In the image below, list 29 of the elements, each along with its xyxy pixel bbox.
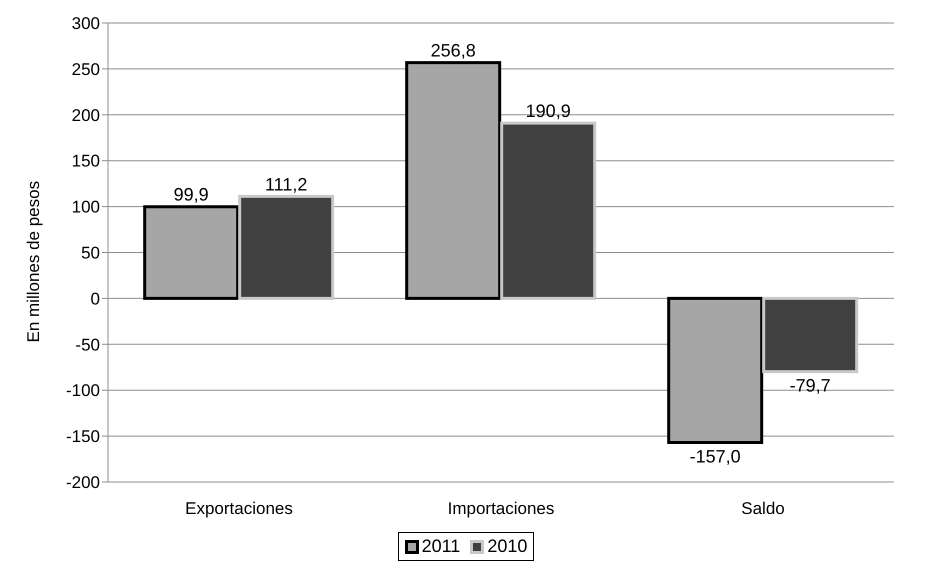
data-label: 111,2: [264, 174, 308, 194]
y-tick-label: 100: [72, 198, 100, 217]
bar: [762, 296, 858, 374]
data-label: 256,8: [430, 40, 476, 61]
data-label: 99,9: [174, 184, 209, 205]
y-tick-label: -150: [66, 427, 100, 446]
y-tick-label: 300: [72, 14, 100, 34]
bar: [667, 296, 764, 444]
bar: [143, 205, 240, 300]
y-axis-title: En millones de pesos: [24, 180, 44, 342]
y-tick-label: -100: [66, 381, 100, 400]
bar: [500, 122, 596, 300]
data-label: -79,7: [790, 376, 831, 396]
bar: [405, 61, 502, 300]
bar: [238, 194, 334, 300]
data-label: -157,0: [690, 446, 741, 467]
y-tick-label: -50: [75, 335, 100, 354]
data-label: 190,9: [526, 101, 571, 122]
x-tick-label: Exportaciones: [185, 499, 293, 518]
x-tick-label: Saldo: [741, 499, 785, 518]
y-tick-label: 250: [72, 60, 100, 79]
y-tick-label: 150: [72, 152, 100, 171]
y-tick-label: -200: [66, 473, 100, 492]
y-tick-label: 200: [72, 106, 100, 125]
y-tick-label: 0: [90, 289, 100, 308]
legend-label: 2010: [486, 536, 528, 557]
legend-label: 2011: [420, 536, 460, 557]
y-tick-label: 50: [81, 244, 100, 263]
x-tick-label: Importaciones: [448, 499, 554, 518]
